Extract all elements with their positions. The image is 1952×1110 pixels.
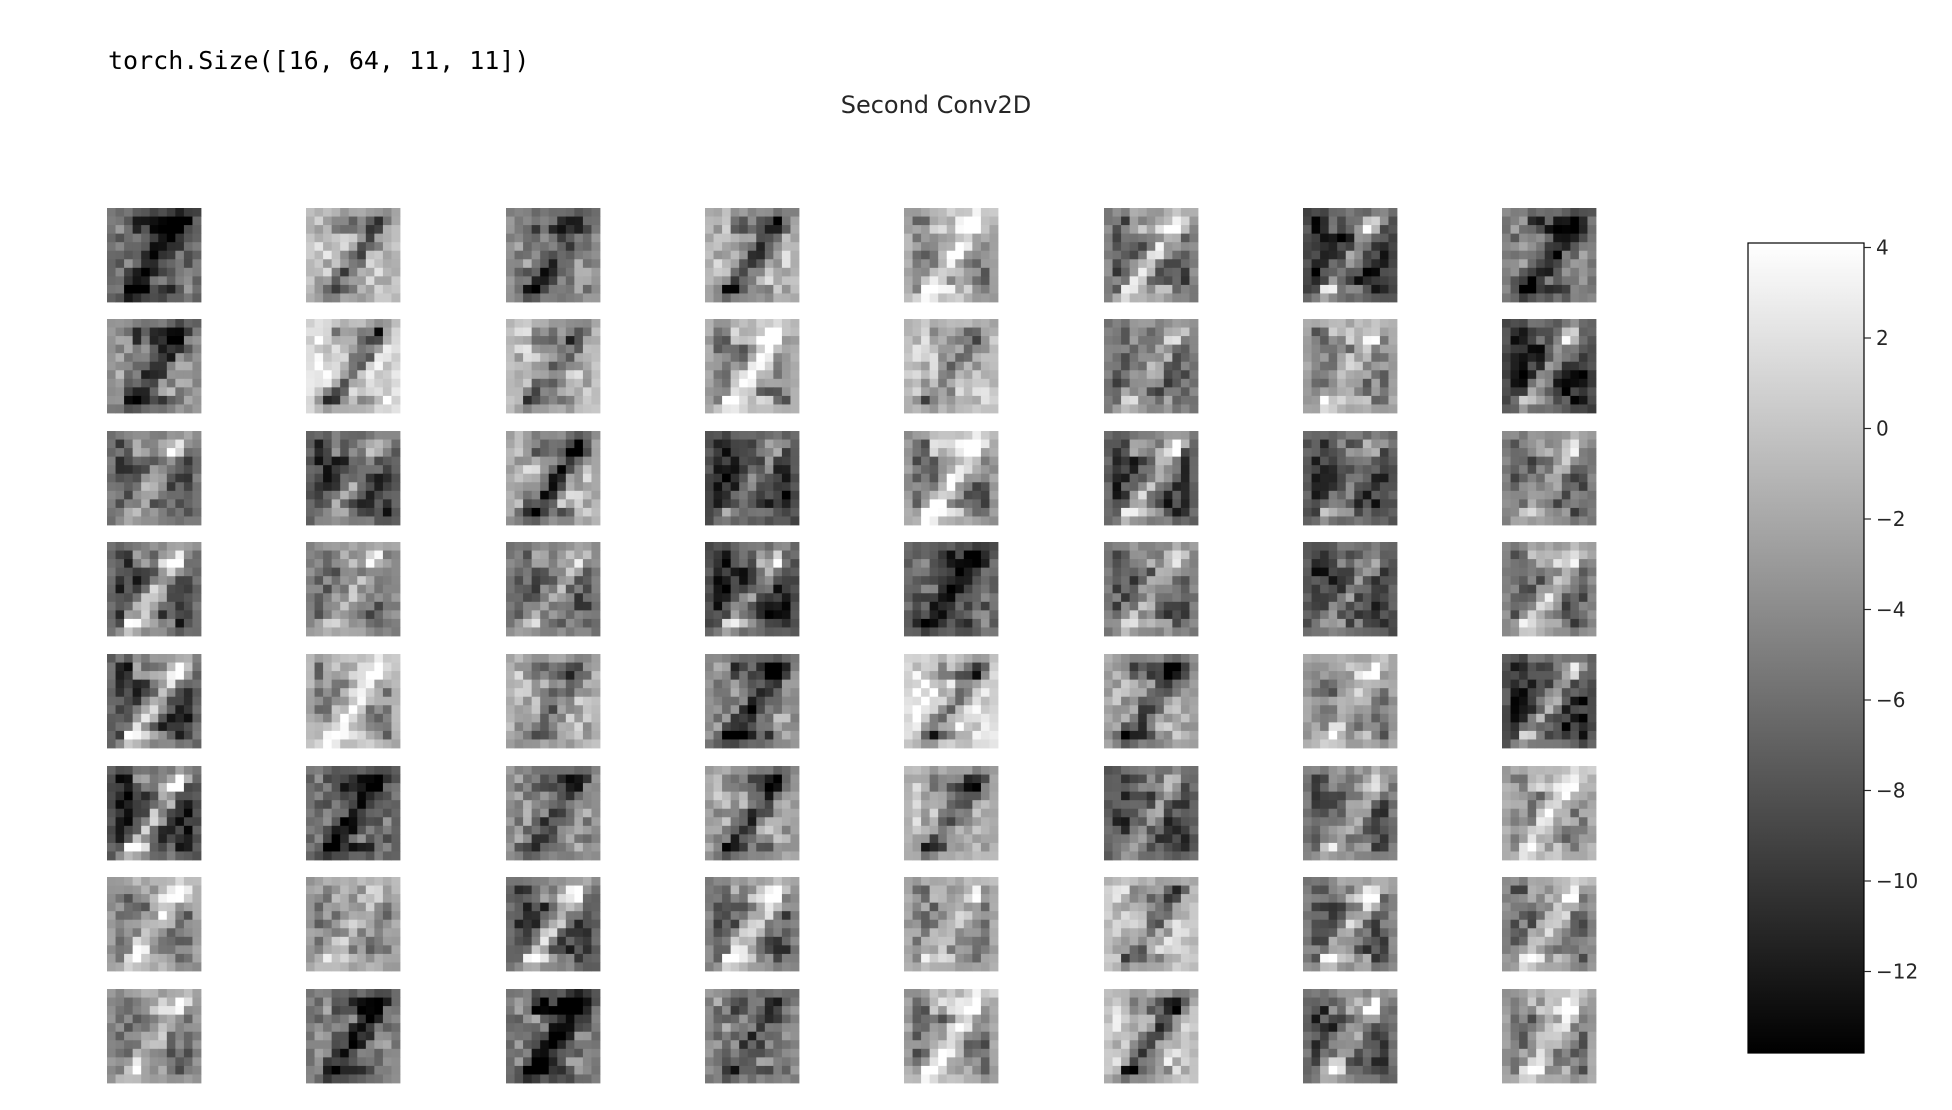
feature-map xyxy=(1303,208,1398,303)
feature-map xyxy=(904,877,999,972)
colorbar-gradient xyxy=(1747,242,1865,1054)
feature-map xyxy=(1502,208,1597,303)
feature-map xyxy=(306,208,401,303)
feature-map xyxy=(107,654,202,749)
feature-map xyxy=(1104,431,1199,526)
feature-map xyxy=(904,542,999,637)
figure-title: Second Conv2D xyxy=(841,91,1032,119)
feature-map xyxy=(107,989,202,1084)
feature-map xyxy=(306,877,401,972)
feature-map xyxy=(506,766,601,861)
feature-map xyxy=(1104,989,1199,1084)
feature-map xyxy=(506,319,601,414)
feature-map xyxy=(904,766,999,861)
feature-map xyxy=(1104,208,1199,303)
feature-map xyxy=(506,208,601,303)
feature-map xyxy=(705,654,800,749)
colorbar-tick-label: −10 xyxy=(1876,869,1918,893)
feature-map xyxy=(1303,431,1398,526)
feature-map-grid xyxy=(107,208,1597,1084)
feature-map xyxy=(1104,654,1199,749)
feature-map xyxy=(107,766,202,861)
feature-map xyxy=(1502,654,1597,749)
colorbar: 4 2 0 −2 −4 −6 −8 −10 −12 xyxy=(1747,236,1918,1054)
feature-map xyxy=(705,208,800,303)
colorbar-tick-label: −6 xyxy=(1876,688,1905,712)
colorbar-tick-label: −12 xyxy=(1876,960,1918,984)
colorbar-tick-label: 0 xyxy=(1876,417,1889,441)
feature-map xyxy=(1502,766,1597,861)
feature-map xyxy=(306,989,401,1084)
feature-map xyxy=(1303,766,1398,861)
feature-map xyxy=(705,431,800,526)
colorbar-tick-label: 2 xyxy=(1876,326,1889,350)
colorbar-tick-label: 4 xyxy=(1876,236,1889,260)
feature-map xyxy=(306,319,401,414)
feature-map xyxy=(1303,877,1398,972)
feature-map xyxy=(1303,989,1398,1084)
feature-map xyxy=(306,542,401,637)
feature-map xyxy=(107,319,202,414)
feature-map xyxy=(1502,989,1597,1084)
feature-map xyxy=(506,989,601,1084)
feature-map xyxy=(1502,877,1597,972)
feature-map xyxy=(1502,542,1597,637)
feature-map xyxy=(306,766,401,861)
feature-map xyxy=(705,319,800,414)
feature-map xyxy=(705,766,800,861)
feature-map xyxy=(506,542,601,637)
feature-map xyxy=(107,431,202,526)
feature-map xyxy=(506,431,601,526)
feature-map xyxy=(107,877,202,972)
feature-map xyxy=(306,654,401,749)
feature-map xyxy=(506,654,601,749)
feature-map xyxy=(1303,654,1398,749)
feature-map xyxy=(904,431,999,526)
feature-map xyxy=(506,877,601,972)
feature-map xyxy=(1303,542,1398,637)
feature-map xyxy=(1502,431,1597,526)
feature-map xyxy=(904,654,999,749)
feature-map xyxy=(904,989,999,1084)
feature-map xyxy=(306,431,401,526)
colorbar-tick-label: −8 xyxy=(1876,779,1905,803)
output-shape-text: torch.Size([16, 64, 11, 11]) xyxy=(108,46,530,75)
feature-map xyxy=(705,542,800,637)
colorbar-tick-label: −4 xyxy=(1876,598,1905,622)
feature-map xyxy=(705,877,800,972)
feature-map xyxy=(107,542,202,637)
feature-map xyxy=(705,989,800,1084)
feature-map xyxy=(1502,319,1597,414)
feature-map xyxy=(1104,877,1199,972)
feature-map xyxy=(1104,766,1199,861)
feature-map xyxy=(1303,319,1398,414)
feature-map xyxy=(1104,319,1199,414)
feature-map xyxy=(904,208,999,303)
feature-map xyxy=(1104,542,1199,637)
feature-map xyxy=(904,319,999,414)
colorbar-tick-label: −2 xyxy=(1876,507,1905,531)
feature-map xyxy=(107,208,202,303)
